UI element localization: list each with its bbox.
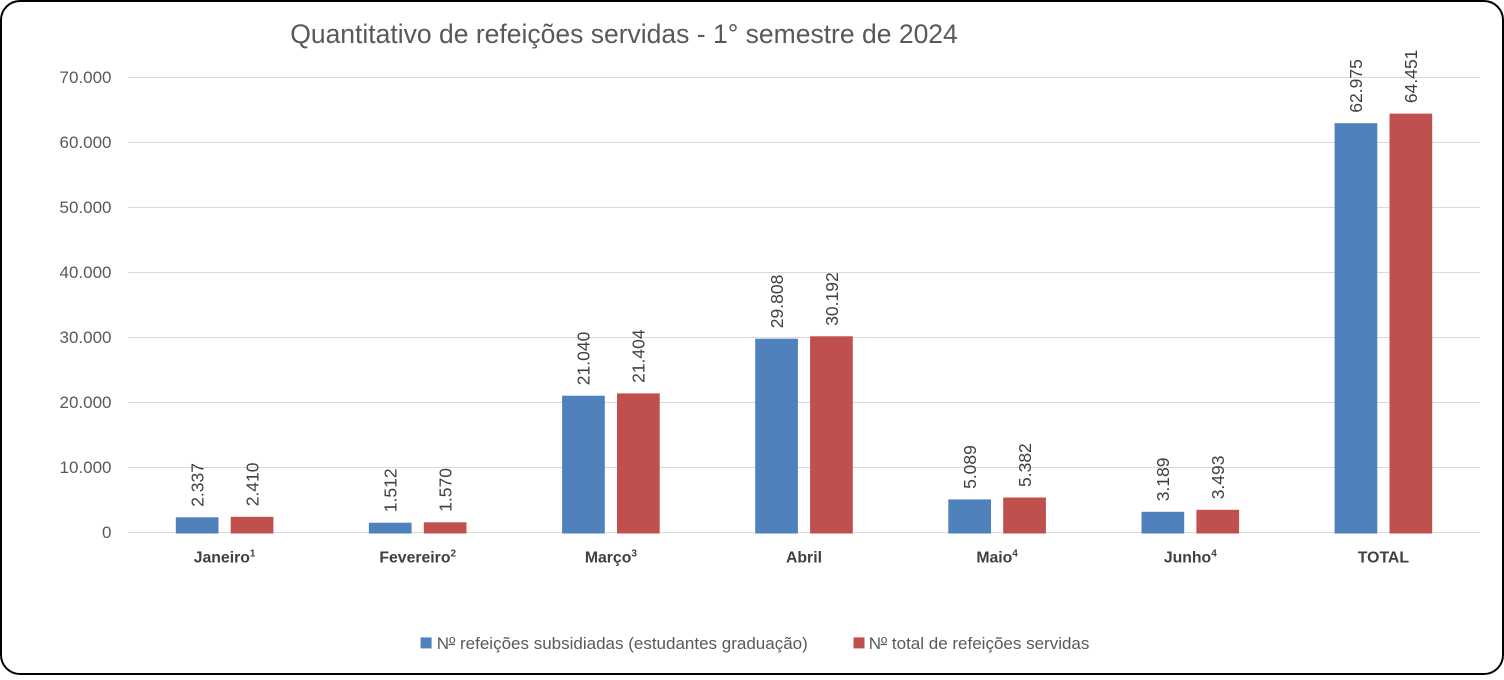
svg-text:5.382: 5.382 [1015, 443, 1035, 487]
svg-text:2.337: 2.337 [187, 463, 207, 507]
svg-text:3.189: 3.189 [1153, 458, 1173, 502]
svg-text:60.000: 60.000 [60, 133, 112, 152]
svg-text:Janeiro1: Janeiro1 [194, 549, 256, 567]
svg-text:TOTAL: TOTAL [1358, 550, 1410, 567]
svg-text:3.493: 3.493 [1208, 456, 1228, 500]
svg-text:50.000: 50.000 [60, 198, 112, 217]
svg-text:Abril: Abril [786, 550, 822, 567]
svg-text:64.451: 64.451 [1401, 50, 1421, 104]
svg-text:2.410: 2.410 [242, 462, 262, 506]
svg-text:30.192: 30.192 [822, 272, 842, 326]
svg-text:0: 0 [102, 523, 111, 542]
svg-text:Junho4: Junho4 [1164, 549, 1217, 567]
svg-text:1.512: 1.512 [381, 468, 401, 512]
svg-text:30.000: 30.000 [60, 328, 112, 347]
svg-text:21.040: 21.040 [574, 331, 594, 385]
svg-text:Nº total de refeições servidas: Nº total de refeições servidas [869, 634, 1090, 653]
svg-text:Quantitativo de refeições serv: Quantitativo de refeições servidas - 1° … [290, 19, 958, 49]
svg-text:Março3: Março3 [585, 549, 638, 567]
svg-text:Fevereiro2: Fevereiro2 [379, 549, 456, 567]
svg-text:Nº refeições subsidiadas (estu: Nº refeições subsidiadas (estudantes gra… [437, 634, 808, 653]
svg-text:21.404: 21.404 [629, 329, 649, 383]
svg-text:Maio4: Maio4 [976, 549, 1018, 567]
svg-text:29.808: 29.808 [767, 275, 787, 329]
svg-text:5.089: 5.089 [960, 445, 980, 489]
svg-text:10.000: 10.000 [60, 458, 112, 477]
svg-text:40.000: 40.000 [60, 263, 112, 282]
svg-text:1.570: 1.570 [436, 468, 456, 512]
svg-text:70.000: 70.000 [60, 68, 112, 87]
svg-text:20.000: 20.000 [60, 393, 112, 412]
svg-text:62.975: 62.975 [1346, 59, 1366, 113]
